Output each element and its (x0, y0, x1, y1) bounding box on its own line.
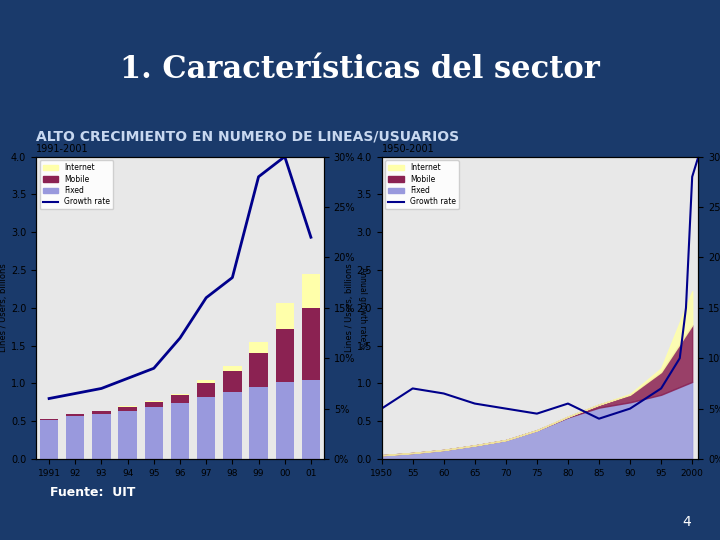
Line: Growth rate: Growth rate (382, 157, 698, 418)
Y-axis label: Lines / Users, billions: Lines / Users, billions (0, 264, 8, 352)
Text: 4: 4 (683, 515, 691, 529)
Growth rate (470, 400, 479, 407)
Bar (119, 406, 137, 407)
Growth rate (377, 406, 386, 412)
Text: 1. Características del sector: 1. Características del sector (120, 54, 600, 85)
Bar (40, 420, 58, 459)
Growth rate (45, 395, 53, 402)
Growth rate (202, 294, 210, 301)
Growth rate (176, 335, 184, 341)
Bar (171, 394, 189, 395)
Growth rate (533, 410, 541, 417)
Growth rate (626, 406, 634, 412)
Bar (40, 419, 58, 420)
Bar (276, 302, 294, 329)
Y-axis label: Lines / Users, billions: Lines / Users, billions (345, 264, 354, 352)
Bar (302, 274, 320, 308)
Growth rate (675, 355, 684, 361)
Legend: Internet, Mobile, Fixed, Growth rate: Internet, Mobile, Fixed, Growth rate (385, 160, 459, 210)
Bar (145, 401, 163, 402)
Bar (119, 407, 137, 410)
Bar (197, 383, 215, 397)
Bar (302, 380, 320, 459)
Bar (249, 387, 268, 459)
Growth rate (408, 385, 417, 392)
Growth rate (307, 234, 315, 240)
Bar (249, 353, 268, 387)
Bar (92, 414, 111, 459)
Growth rate (71, 390, 80, 397)
Bar (66, 416, 84, 459)
Bar (171, 395, 189, 403)
Growth rate (657, 385, 665, 392)
Growth rate (502, 406, 510, 412)
Bar (276, 382, 294, 459)
Text: 1991-2001: 1991-2001 (36, 144, 89, 154)
Bar (223, 372, 241, 393)
Bar (145, 402, 163, 407)
Text: ALTO CRECIMIENTO EN NUMERO DE LINEAS/USUARIOS: ALTO CRECIMIENTO EN NUMERO DE LINEAS/USU… (36, 130, 459, 144)
Bar (276, 329, 294, 382)
Bar (197, 380, 215, 383)
Bar (145, 407, 163, 459)
Growth rate (280, 153, 289, 160)
Bar (66, 414, 84, 416)
Growth rate (97, 385, 106, 392)
Bar (92, 411, 111, 414)
Growth rate (439, 390, 448, 397)
Line: Growth rate: Growth rate (49, 157, 311, 399)
Growth rate (254, 173, 263, 180)
Text: 1950-2001: 1950-2001 (382, 144, 434, 154)
Bar (197, 397, 215, 459)
Growth rate (150, 365, 158, 372)
Bar (249, 342, 268, 353)
Growth rate (595, 415, 603, 422)
Y-axis label: Annual growth rate%: Annual growth rate% (358, 267, 367, 348)
Growth rate (228, 274, 237, 281)
Bar (171, 403, 189, 459)
Growth rate (682, 305, 690, 311)
Bar (223, 393, 241, 459)
Legend: Internet, Mobile, Fixed, Growth rate: Internet, Mobile, Fixed, Growth rate (40, 160, 113, 210)
Growth rate (688, 173, 696, 180)
Growth rate (123, 375, 132, 382)
Bar (119, 410, 137, 459)
Bar (302, 308, 320, 380)
Bar (223, 366, 241, 372)
Growth rate (564, 400, 572, 407)
Growth rate (694, 153, 703, 160)
Text: Fuente:  UIT: Fuente: UIT (50, 486, 136, 499)
